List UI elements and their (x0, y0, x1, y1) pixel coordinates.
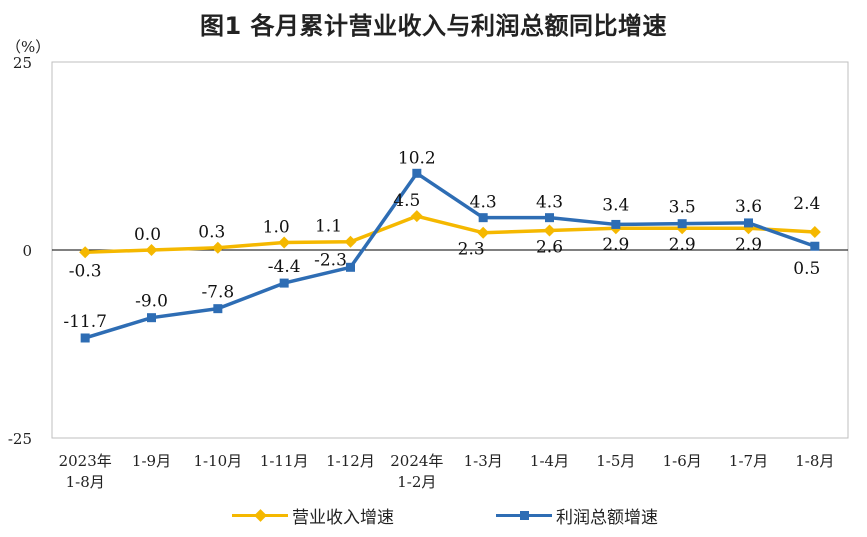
profit-data-label: -9.0 (135, 292, 168, 312)
x-tick-label: 1-12月 (326, 452, 375, 470)
revenue-data-label: 2.4 (793, 194, 820, 214)
profit-data-label: -7.8 (201, 283, 234, 303)
profit-point (744, 218, 753, 228)
profit-point (810, 241, 820, 251)
profit-point (412, 168, 422, 178)
revenue-data-label: 1.1 (315, 217, 342, 237)
x-tick-label: 1-8月 (66, 473, 105, 491)
y-tick-label: -25 (8, 430, 32, 448)
profit-point (478, 213, 488, 223)
profit-data-label: 10.2 (398, 148, 436, 168)
revenue-data-label: 2.9 (735, 235, 762, 255)
profit-data-label: 0.5 (793, 259, 820, 279)
x-tick-label: 1-3月 (464, 452, 503, 470)
x-tick-label: 1-4月 (530, 452, 569, 470)
profit-data-label: -4.4 (268, 257, 301, 277)
profit-data-label: 3.6 (735, 197, 762, 217)
legend-swatch-profit (496, 500, 552, 530)
profit-point (80, 333, 90, 343)
x-tick-label: 2024年 (390, 452, 443, 470)
x-tick-label: 1-8月 (795, 452, 834, 470)
profit-data-label: 3.4 (602, 195, 629, 215)
legend-label-profit: 利润总额增速 (556, 507, 658, 528)
profit-data-label: -2.3 (314, 250, 347, 270)
revenue-data-label: 0.0 (134, 225, 161, 245)
revenue-data-label: -0.3 (69, 261, 102, 281)
x-tick-label: 1-2月 (397, 473, 436, 491)
series-line-revenue (85, 214, 815, 255)
profit-point (545, 213, 554, 223)
revenue-point (211, 241, 224, 254)
revenue-point (79, 246, 92, 259)
x-tick-label: 1-9月 (132, 452, 171, 470)
profit-data-label: 3.5 (669, 198, 696, 218)
profit-data-label: 4.3 (536, 193, 563, 213)
revenue-point (278, 236, 291, 249)
x-tick-label: 2023年 (59, 452, 112, 470)
x-tick-label: 1-11月 (260, 452, 309, 470)
profit-point (213, 304, 223, 314)
legend-label-revenue: 营业收入增速 (292, 507, 394, 528)
revenue-point (477, 226, 490, 239)
revenue-data-label: 4.5 (393, 191, 420, 211)
y-unit-label: （%） (6, 38, 51, 56)
profit-point (279, 278, 289, 288)
profit-point (346, 262, 355, 272)
x-tick-label: 1-5月 (596, 452, 635, 470)
legend-item-revenue: 营业收入增速 (232, 500, 394, 530)
profit-data-label: 4.3 (470, 193, 497, 213)
chart-title: 图1 各月累计营业收入与利润总额同比增速 (199, 12, 668, 40)
y-tick-label: 0 (22, 242, 32, 260)
y-tick-label: 25 (13, 54, 32, 72)
revenue-data-label: 2.9 (602, 235, 629, 255)
profit-point (677, 219, 687, 229)
revenue-point (145, 244, 158, 256)
profit-data-label: -11.7 (63, 312, 107, 332)
x-tick-label: 1-6月 (663, 452, 702, 470)
revenue-point (808, 225, 821, 238)
revenue-point (344, 235, 357, 248)
x-tick-label: 1-10月 (193, 452, 242, 470)
x-tick-label: 1-7月 (729, 452, 768, 470)
profit-point (147, 313, 156, 323)
profit-point (611, 219, 621, 229)
legend: 营业收入增速 利润总额增速 (0, 500, 867, 530)
legend-item-profit: 利润总额增速 (496, 500, 658, 530)
revenue-data-label: 1.0 (263, 217, 290, 237)
revenue-point (410, 210, 423, 223)
legend-swatch-revenue (232, 500, 288, 530)
revenue-data-label: 2.9 (669, 235, 696, 255)
revenue-data-label: 2.3 (458, 240, 485, 260)
revenue-data-label: 0.3 (198, 223, 225, 243)
revenue-point (543, 224, 556, 237)
revenue-data-label: 2.6 (536, 237, 563, 257)
series-line-profit (84, 171, 816, 340)
